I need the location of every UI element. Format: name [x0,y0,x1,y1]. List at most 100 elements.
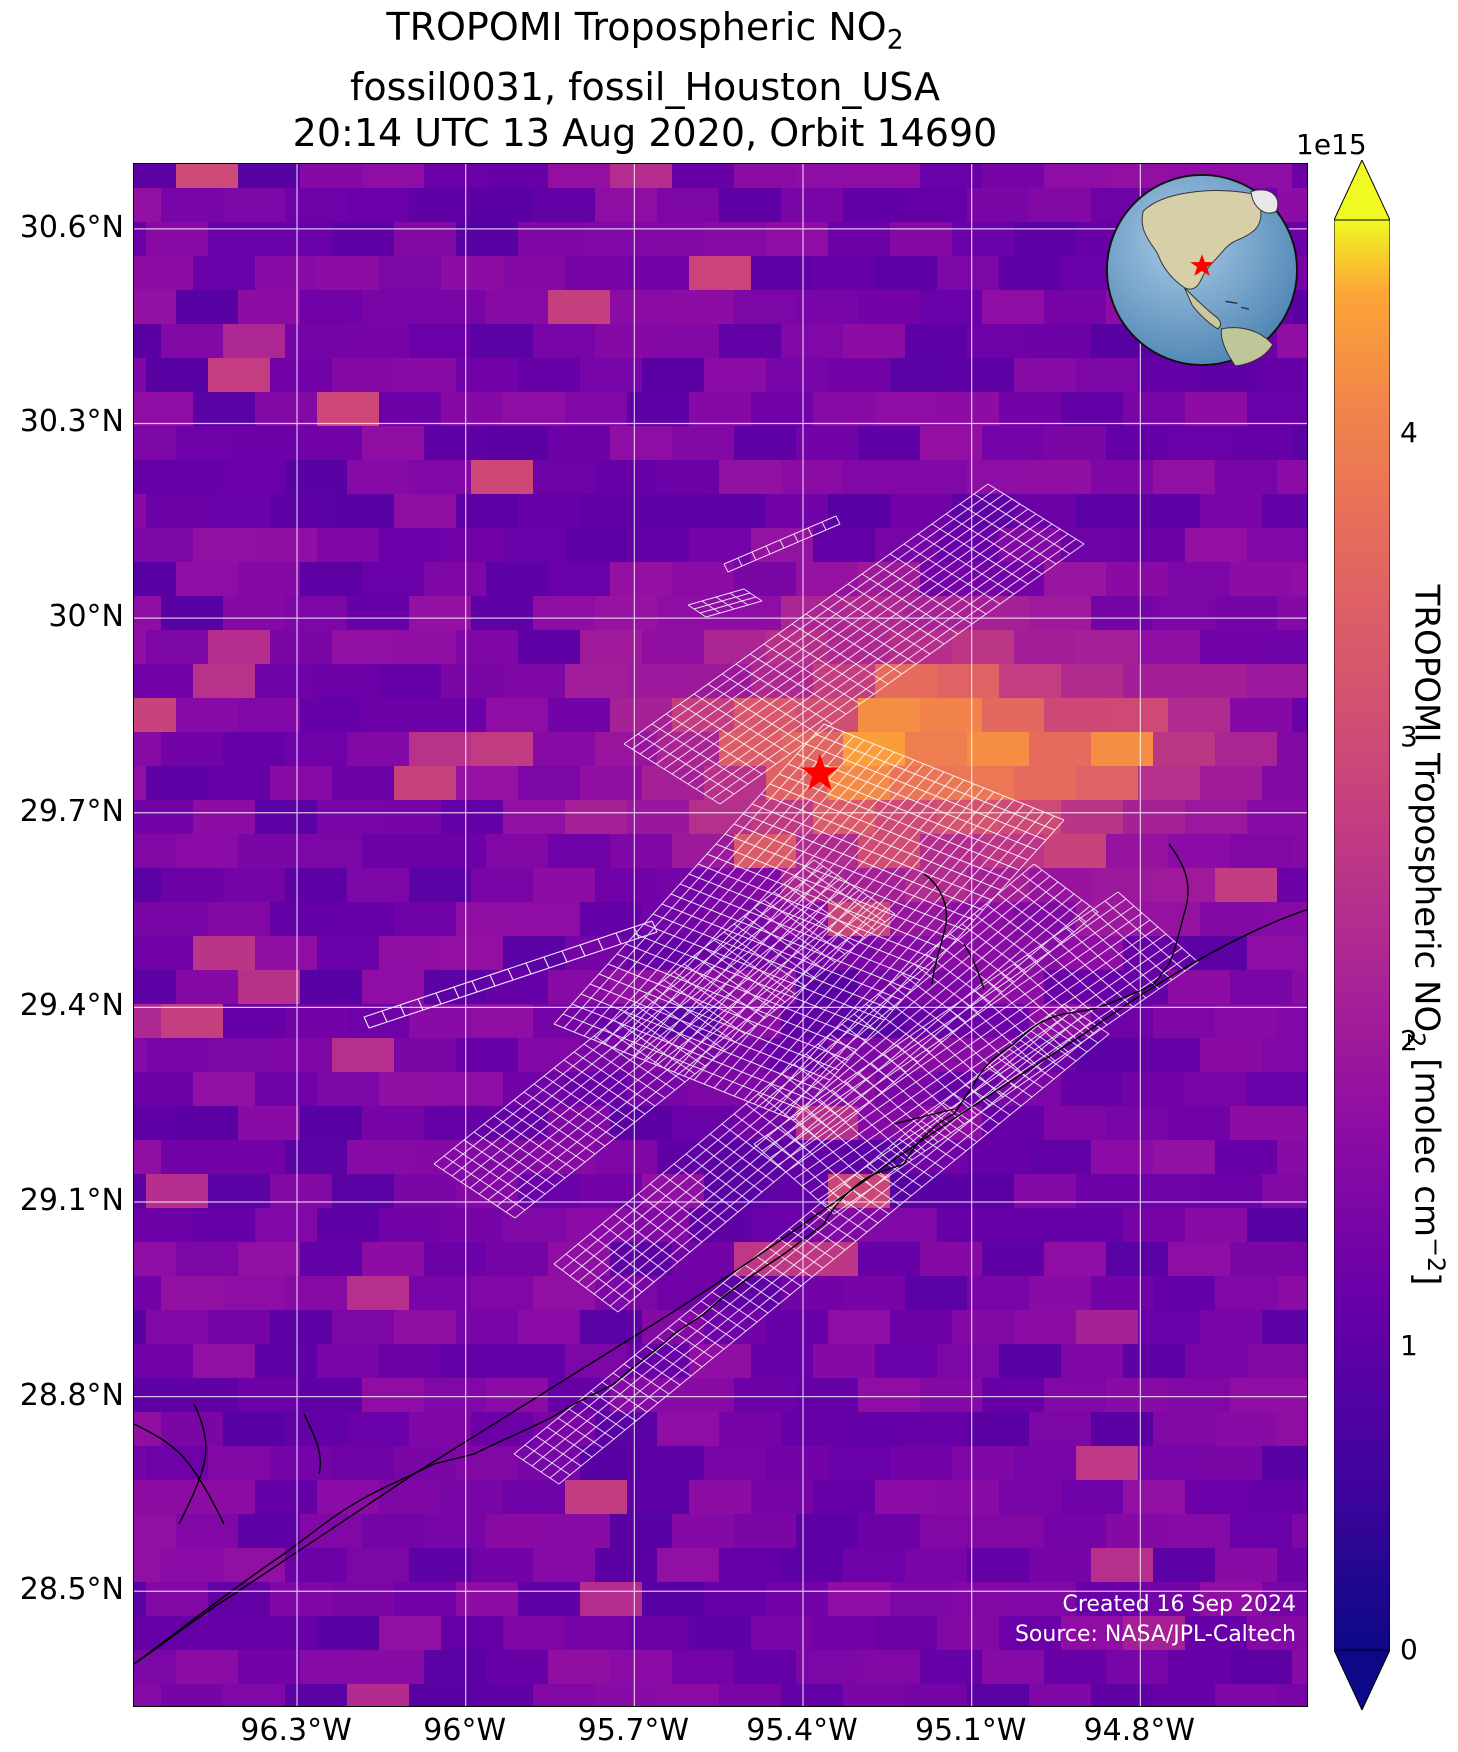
no2-pixel [858,1650,921,1685]
no2-pixel [1185,936,1248,971]
no2-pixel [1044,1650,1107,1685]
map-panel [133,163,1308,1707]
colorbar-tick-label: 1 [1400,1328,1418,1362]
no2-pixel [300,1650,363,1685]
no2-pixel [1138,1310,1201,1345]
no2-pixel [134,426,177,461]
no2-pixel [781,188,844,223]
no2-pixel [518,766,581,801]
no2-pixel [409,1276,472,1311]
central-america-land [1183,287,1222,330]
no2-pixel [208,1582,271,1617]
no2-pixel [813,392,876,427]
no2-pixel [134,562,177,597]
no2-pixel [952,358,1015,393]
no2-pixel [441,392,504,427]
no2-pixel [627,1480,690,1515]
no2-pixel [161,460,224,495]
no2-pixel [176,834,239,869]
no2-pixel [1123,1480,1186,1515]
inset-globe [1105,173,1299,367]
no2-pixel [952,1446,1015,1481]
no2-pixel [193,1072,256,1107]
no2-pixel [441,256,504,291]
no2-pixel [610,426,673,461]
no2-pixel [409,1140,472,1175]
no2-pixel [1044,164,1107,189]
no2-pixel [642,1446,705,1481]
no2-pixel [1138,1174,1201,1209]
no2-pixel [379,936,442,971]
no2-pixel [146,494,209,529]
plot-title: TROPOMI Tropospheric NO2 fossil0031, fos… [120,4,1170,156]
no2-pixel [875,1616,938,1651]
no2-pixel [1061,392,1124,427]
no2-pixel [1091,1548,1154,1583]
no2-pixel [208,1310,271,1345]
no2-pixel [1123,1208,1186,1243]
no2-pixel [1123,664,1186,699]
no2-pixel [146,222,209,257]
no2-pixel [176,1242,239,1277]
no2-pixel [548,834,611,869]
no2-pixel [362,834,425,869]
no2-pixel [937,1208,1000,1243]
no2-pixel [1123,800,1186,835]
no2-pixel [843,1276,906,1311]
no2-pixel [134,1344,194,1379]
no2-pixel [1091,1684,1154,1706]
no2-pixel [875,1480,938,1515]
no2-pixel [409,324,472,359]
no2-pixel [999,1480,1062,1515]
no2-pixel [379,1208,442,1243]
no2-pixel [672,834,735,869]
no2-pixel [285,1004,348,1039]
no2-pixel [689,1208,752,1243]
no2-pixel [689,1480,752,1515]
no2-pixel [424,1106,487,1141]
no2-pixel [905,188,968,223]
no2-pixel [1277,1412,1307,1447]
no2-pixel [347,1548,410,1583]
no2-pixel [193,392,256,427]
no2-pixel [1014,1582,1077,1617]
no2-pixel [1292,1106,1307,1141]
no2-pixel [134,630,147,665]
no2-pixel [920,1242,983,1277]
no2-pixel [657,1412,720,1447]
no2-pixel [565,528,628,563]
no2-pixel [1106,1242,1169,1277]
no2-pixel [300,290,363,325]
no2-pixel [1061,936,1124,971]
no2-pixel [1277,1140,1307,1175]
no2-pixel [781,596,844,631]
no2-pixel [486,970,549,1005]
no2-pixel [1014,1446,1077,1481]
no2-pixel [1247,936,1307,971]
no2-pixel [223,868,286,903]
no2-pixel [548,426,611,461]
no2-pixel [1262,494,1307,529]
no2-pixel [409,868,472,903]
no2-pixel [627,664,690,699]
no2-pixel [1262,358,1307,393]
no2-pixel [1292,290,1307,325]
no2-pixel [1061,800,1124,835]
no2-pixel [1153,1004,1216,1039]
no2-pixel [565,1072,628,1107]
lon-label: 94.8°W [1083,1713,1196,1748]
no2-pixel [999,1344,1062,1379]
no2-pixel [176,1650,239,1685]
no2-pixel [317,1480,380,1515]
no2-pixel [1168,1650,1231,1685]
no2-pixel [161,188,224,223]
no2-pixel [1061,528,1124,563]
no2-pixel [734,1106,797,1141]
no2-pixel [1185,1072,1248,1107]
no2-pixel [565,256,628,291]
colorbar-tick-label: 4 [1400,415,1418,449]
no2-pixel [424,970,487,1005]
no2-pixel [456,1446,519,1481]
no2-pixel [486,698,549,733]
no2-pixel [424,290,487,325]
